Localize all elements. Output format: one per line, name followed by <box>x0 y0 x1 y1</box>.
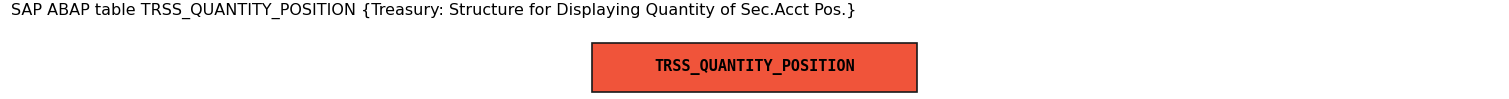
Text: TRSS_QUANTITY_POSITION: TRSS_QUANTITY_POSITION <box>653 59 856 75</box>
Text: SAP ABAP table TRSS_QUANTITY_POSITION {Treasury: Structure for Displaying Quanti: SAP ABAP table TRSS_QUANTITY_POSITION {T… <box>11 3 856 19</box>
FancyBboxPatch shape <box>592 43 917 92</box>
